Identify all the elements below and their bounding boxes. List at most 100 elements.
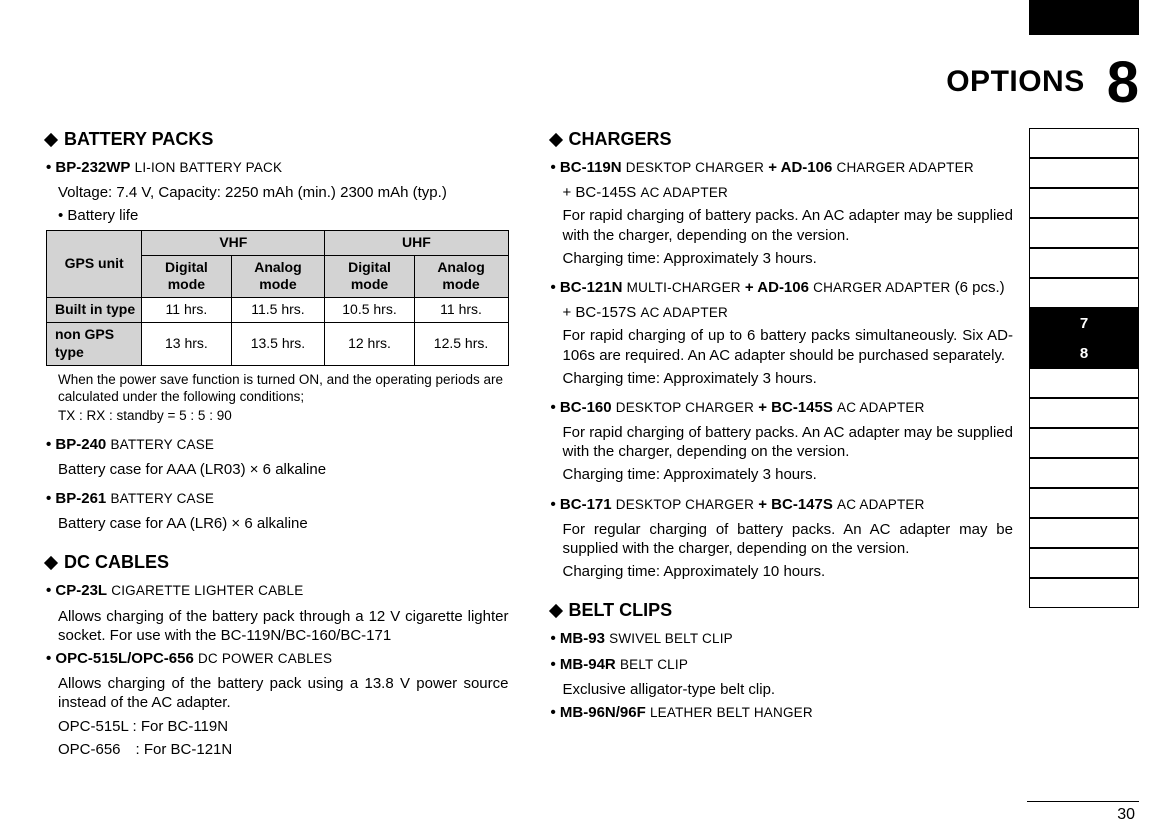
bc121n-b: + AD-106 — [745, 279, 809, 296]
bp240-name: • BP-240 — [46, 436, 106, 453]
side-tab-empty — [1029, 248, 1139, 278]
cell: 11 hrs. — [414, 298, 508, 323]
bp261-desc: Battery case for AA (LR6) × 6 alkaline — [58, 514, 509, 533]
bc171-a: • BC-171 — [551, 496, 612, 513]
bc121n-desc1: For rapid charging of up to 6 battery pa… — [563, 326, 1014, 364]
content-columns: BATTERY PACKS • BP-232WP LI-ION BATTERY … — [46, 128, 1013, 798]
mb94r-type: BELT CLIP — [620, 657, 688, 672]
mb94r-desc: Exclusive alligator-type belt clip. — [563, 680, 1014, 699]
cell: 10.5 hrs. — [325, 298, 414, 323]
opc-name: • OPC-515L/OPC-656 — [46, 650, 194, 667]
side-tab-empty — [1029, 578, 1139, 608]
bc121n-b-sc: CHARGER ADAPTER — [813, 280, 950, 295]
opc-desc: Allows charging of the battery pack usin… — [58, 674, 509, 712]
th-uhf-digital: Digital mode — [325, 255, 414, 298]
bc119n-a: • BC-119N — [551, 159, 622, 176]
belt-clips-heading: BELT CLIPS — [569, 599, 673, 622]
cell: 11.5 hrs. — [231, 298, 325, 323]
cell: 11 hrs. — [142, 298, 231, 323]
bc171-b-sc: AC ADAPTER — [837, 497, 925, 512]
bc171-b: + BC-147S — [758, 496, 833, 513]
chargers-heading: CHARGERS — [569, 128, 672, 151]
bc121n-c: (6 pcs.) — [955, 279, 1005, 296]
manual-page: OPTIONS 8 BATTERY PACKS • BP-232WP LI-IO… — [0, 0, 1163, 838]
opc-type: DC POWER CABLES — [198, 651, 332, 666]
side-tab-empty — [1029, 158, 1139, 188]
mb93-name: • MB-93 — [551, 630, 605, 647]
bc160-b-sc: AC ADAPTER — [837, 400, 925, 415]
table-note-2: TX : RX : standby = 5 : 5 : 90 — [58, 408, 509, 425]
opc-l2: OPC-656 : For BC-121N — [58, 740, 509, 759]
section-chargers: CHARGERS — [551, 128, 1014, 151]
item-bp261: • BP-261 BATTERY CASE — [46, 489, 509, 508]
right-column: CHARGERS • BC-119N DESKTOP CHARGER + AD-… — [551, 128, 1014, 798]
side-tab-empty — [1029, 518, 1139, 548]
cell: 13 hrs. — [142, 323, 231, 366]
section-belt-clips: BELT CLIPS — [551, 599, 1014, 622]
diamond-icon — [548, 604, 562, 618]
diamond-icon — [44, 132, 58, 146]
bc121n-desc2: Charging time: Approximately 3 hours. — [563, 369, 1014, 388]
section-dc-cables: DC CABLES — [46, 551, 509, 574]
side-tab-7: 7 — [1029, 308, 1139, 338]
item-bc119n: • BC-119N DESKTOP CHARGER + AD-106 CHARG… — [551, 158, 1014, 177]
cp23l-type: CIGARETTE LIGHTER CABLE — [111, 583, 303, 598]
side-tab-empty — [1029, 218, 1139, 248]
mb96-type: LEATHER BELT HANGER — [650, 705, 813, 720]
row-builtin-label: Built in type — [47, 298, 142, 323]
item-bp232wp: • BP-232WP LI-ION BATTERY PACK — [46, 158, 509, 177]
th-vhf-digital: Digital mode — [142, 255, 231, 298]
item-mb94r: • MB-94R BELT CLIP — [551, 655, 1014, 674]
bc121n-a-sc: MULTI-CHARGER — [627, 280, 741, 295]
page-number: 30 — [1027, 801, 1139, 824]
chapter-number: 8 — [1107, 49, 1139, 116]
bc160-a-sc: DESKTOP CHARGER — [616, 400, 754, 415]
cell: 12.5 hrs. — [414, 323, 508, 366]
row-nongps-label: non GPS type — [47, 323, 142, 366]
th-uhf: UHF — [325, 230, 508, 255]
cp23l-name: • CP-23L — [46, 582, 107, 599]
bc121n-l2-sc: AC ADAPTER — [640, 305, 728, 320]
side-tab-empty — [1029, 488, 1139, 518]
bc119n-line2: + BC-145S AC ADAPTER — [563, 183, 1014, 202]
side-tab-empty — [1029, 548, 1139, 578]
section-battery-packs: BATTERY PACKS — [46, 128, 509, 151]
item-cp23l: • CP-23L CIGARETTE LIGHTER CABLE — [46, 581, 509, 600]
bc119n-desc1: For rapid charging of battery packs. An … — [563, 206, 1014, 244]
bc119n-desc2: Charging time: Approximately 3 hours. — [563, 249, 1014, 268]
cell: 12 hrs. — [325, 323, 414, 366]
bc160-a: • BC-160 — [551, 399, 612, 416]
side-tab-empty — [1029, 398, 1139, 428]
bc160-b: + BC-145S — [758, 399, 833, 416]
bc171-desc1: For regular charging of battery packs. A… — [563, 520, 1014, 558]
bc119n-a-sc: DESKTOP CHARGER — [626, 160, 764, 175]
bc160-desc1: For rapid charging of battery packs. An … — [563, 423, 1014, 461]
item-mb96: • MB-96N/96F LEATHER BELT HANGER — [551, 703, 1014, 722]
bp232wp-type: LI-ION BATTERY PACK — [135, 160, 283, 175]
item-bc171: • BC-171 DESKTOP CHARGER + BC-147S AC AD… — [551, 495, 1014, 514]
table-row: Built in type 11 hrs. 11.5 hrs. 10.5 hrs… — [47, 298, 509, 323]
bp232wp-voltage: Voltage: 7.4 V, Capacity: 2250 mAh (min.… — [58, 183, 509, 202]
mb94r-name: • MB-94R — [551, 656, 616, 673]
item-bc121n: • BC-121N MULTI-CHARGER + AD-106 CHARGER… — [551, 278, 1014, 297]
bc119n-l2: + BC-145S — [563, 184, 637, 201]
chapter-title: OPTIONS — [946, 65, 1085, 99]
table-row: non GPS type 13 hrs. 13.5 hrs. 12 hrs. 1… — [47, 323, 509, 366]
item-mb93: • MB-93 SWIVEL BELT CLIP — [551, 629, 1014, 648]
item-bc160: • BC-160 DESKTOP CHARGER + BC-145S AC AD… — [551, 398, 1014, 417]
side-tab-empty — [1029, 368, 1139, 398]
bc171-desc2: Charging time: Approximately 10 hours. — [563, 562, 1014, 581]
side-tab-empty — [1029, 278, 1139, 308]
left-column: BATTERY PACKS • BP-232WP LI-ION BATTERY … — [46, 128, 509, 798]
opc-l1: OPC-515L : For BC-119N — [58, 717, 509, 736]
mb93-type: SWIVEL BELT CLIP — [609, 631, 733, 646]
bc121n-a: • BC-121N — [551, 279, 623, 296]
diamond-icon — [44, 556, 58, 570]
bp232wp-name: • BP-232WP — [46, 159, 130, 176]
th-uhf-analog: Analog mode — [414, 255, 508, 298]
bp240-desc: Battery case for AAA (LR03) × 6 alkaline — [58, 460, 509, 479]
chapter-header: OPTIONS 8 — [40, 52, 1139, 112]
side-tab-empty — [1029, 428, 1139, 458]
side-tab-8: 8 — [1029, 338, 1139, 368]
battery-packs-heading: BATTERY PACKS — [64, 128, 213, 151]
